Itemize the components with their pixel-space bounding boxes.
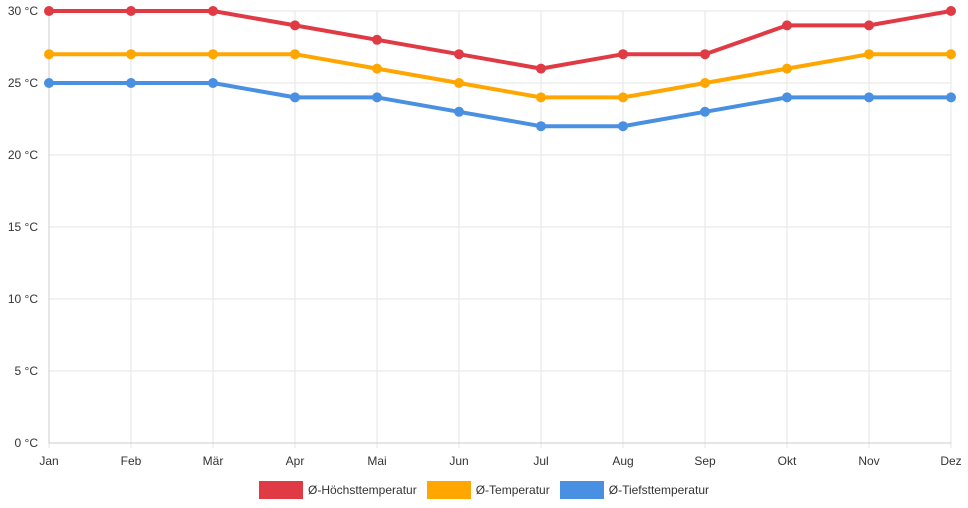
data-point[interactable] xyxy=(44,78,54,88)
y-tick-label: 25 °C xyxy=(8,76,38,90)
data-point[interactable] xyxy=(700,49,710,60)
data-point[interactable] xyxy=(864,92,874,103)
series-line xyxy=(49,9,952,71)
data-point[interactable] xyxy=(290,49,300,60)
data-point[interactable] xyxy=(208,6,218,16)
data-point[interactable] xyxy=(864,49,874,60)
y-tick-label: 5 °C xyxy=(15,364,39,378)
x-tick-label: Okt xyxy=(778,454,797,468)
legend-swatch xyxy=(426,481,471,499)
data-point[interactable] xyxy=(454,78,464,88)
legend-swatch xyxy=(259,481,303,499)
legend-item[interactable]: Ø-Temperatur xyxy=(426,481,550,499)
x-tick-label: Sep xyxy=(694,454,716,468)
data-point[interactable] xyxy=(618,121,628,132)
data-point[interactable] xyxy=(618,49,628,60)
y-tick-label: 20 °C xyxy=(8,148,38,162)
y-tick-label: 30 °C xyxy=(8,4,38,18)
data-point[interactable] xyxy=(208,49,218,60)
legend-swatch xyxy=(559,481,604,499)
x-tick-label: Mär xyxy=(203,454,224,468)
temperature-chart: 0 °C 5 °C 10 °C 15 °C 20 °C 25 °C 30 °C Jan Feb M… xyxy=(8,4,962,468)
data-point[interactable] xyxy=(782,20,792,31)
data-point[interactable] xyxy=(372,63,382,74)
x-tick-label: Feb xyxy=(121,454,142,468)
data-point[interactable] xyxy=(126,78,136,88)
data-point[interactable] xyxy=(536,63,546,74)
x-tick-label: Apr xyxy=(286,454,305,468)
data-point[interactable] xyxy=(372,34,382,45)
legend-item[interactable]: Ø-Höchsttemperatur xyxy=(259,481,417,499)
legend-label: Ø-Temperatur xyxy=(475,483,550,497)
y-tick-label: 10 °C xyxy=(8,292,38,306)
data-point[interactable] xyxy=(208,78,218,88)
x-tick-label: Jan xyxy=(39,454,58,468)
data-point[interactable] xyxy=(618,92,628,103)
data-point[interactable] xyxy=(700,106,710,117)
data-point[interactable] xyxy=(946,6,956,16)
data-point[interactable] xyxy=(44,49,54,60)
data-point[interactable] xyxy=(290,20,300,31)
x-tick-label: Jul xyxy=(533,454,548,468)
data-point[interactable] xyxy=(290,92,300,103)
x-tick-label: Jun xyxy=(449,454,468,468)
data-point[interactable] xyxy=(782,92,792,103)
x-tick-label: Dez xyxy=(940,454,961,468)
data-point[interactable] xyxy=(946,92,956,103)
series-line xyxy=(49,81,951,129)
x-tick-label: Mai xyxy=(367,454,386,468)
x-tick-label: Nov xyxy=(858,454,879,468)
series-line xyxy=(49,52,951,100)
legend-label: Ø-Höchsttemperatur xyxy=(308,483,417,497)
data-point[interactable] xyxy=(946,49,956,60)
legend: Ø-Höchsttemperatur Ø-Temperatur Ø-Tiefstte… xyxy=(0,481,968,499)
y-tick-label: 15 °C xyxy=(8,220,38,234)
data-point[interactable] xyxy=(536,121,546,132)
data-point[interactable] xyxy=(700,78,710,88)
data-point[interactable] xyxy=(44,6,54,16)
legend-item[interactable]: Ø-Tiefsttemperatur xyxy=(559,481,709,499)
data-point[interactable] xyxy=(536,92,546,103)
data-point[interactable] xyxy=(372,92,382,103)
data-point[interactable] xyxy=(454,49,464,60)
x-tick-label: Aug xyxy=(612,454,633,468)
data-point[interactable] xyxy=(454,106,464,117)
data-point[interactable] xyxy=(126,6,136,16)
legend-label: Ø-Tiefsttemperatur xyxy=(608,483,709,497)
data-point[interactable] xyxy=(782,63,792,74)
data-point[interactable] xyxy=(864,20,874,31)
data-point[interactable] xyxy=(126,49,136,60)
y-tick-label: 0 °C xyxy=(15,436,39,450)
